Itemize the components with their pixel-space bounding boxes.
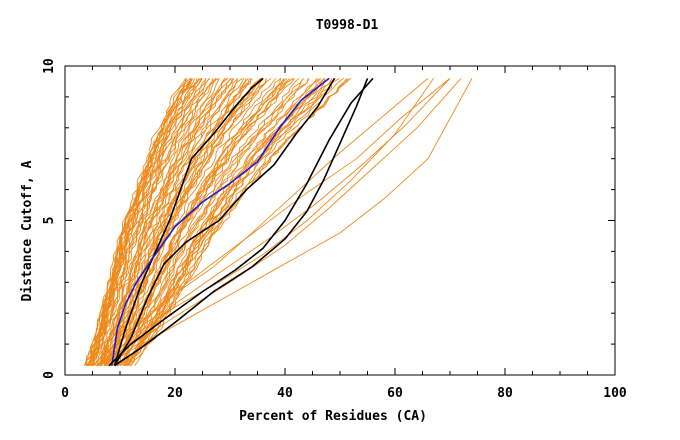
x-tick-label: 20: [167, 386, 183, 401]
highlight-curve-black: [114, 78, 369, 367]
model-curve: [88, 78, 202, 366]
model-curve-outlier: [92, 78, 451, 367]
highlight-curve-blue: [111, 77, 330, 366]
model-curve: [91, 78, 217, 366]
model-curve-outlier: [97, 78, 434, 367]
highlight-curve-black: [113, 77, 336, 367]
model-curve: [108, 78, 272, 366]
model-curve: [97, 78, 227, 366]
model-curve: [123, 78, 333, 366]
model-curve: [122, 78, 309, 366]
x-tick-label: 0: [61, 386, 69, 401]
model-curve-outlier: [97, 78, 462, 367]
model-curve: [109, 78, 288, 367]
model-curve: [126, 78, 325, 366]
x-tick-label: 100: [603, 386, 627, 401]
model-curve: [105, 78, 245, 366]
model-curve: [90, 78, 219, 366]
x-axis-label: Percent of Residues (CA): [239, 409, 427, 424]
model-curve: [104, 78, 267, 367]
chart-title: T0998-D1: [316, 18, 379, 33]
y-tick-label: 5: [42, 217, 57, 225]
x-tick-label: 80: [497, 386, 513, 401]
model-curve: [87, 78, 207, 366]
model-curve: [96, 78, 217, 367]
model-curve: [96, 78, 233, 366]
x-tick-label: 60: [387, 386, 403, 401]
model-curve: [95, 78, 226, 367]
highlight-curve-black: [108, 77, 374, 367]
highlight-curve-black: [113, 77, 264, 366]
y-tick-label: 10: [42, 58, 57, 74]
model-curve: [117, 78, 310, 367]
y-axis-label: Distance Cutoff, A: [20, 160, 35, 301]
model-curve: [103, 78, 262, 366]
y-tick-label: 0: [42, 371, 57, 379]
model-curve: [107, 78, 277, 367]
model-curve: [98, 78, 243, 367]
tick-labels: 0 20 40 60 80 100 0 5 10: [42, 58, 627, 401]
model-curve: [112, 78, 295, 366]
model-curve: [87, 78, 203, 366]
model-curve: [92, 78, 210, 366]
model-curve-outlier: [97, 78, 429, 367]
model-curve-outlier: [103, 78, 451, 367]
plot-area: [83, 77, 473, 367]
model-curve: [126, 78, 336, 366]
model-curve: [104, 78, 252, 366]
x-tick-label: 40: [277, 386, 293, 401]
axis-ticks: [64, 65, 616, 376]
